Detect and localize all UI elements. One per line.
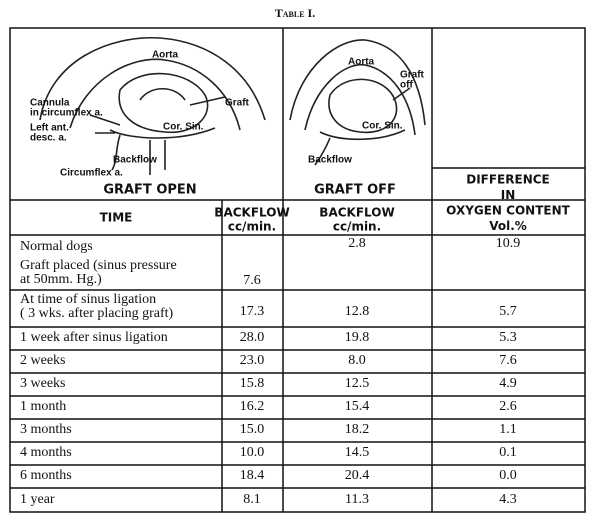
value-cell: 20.4 xyxy=(345,468,370,483)
value-cell: 10.9 xyxy=(496,236,521,251)
time-cell: 4 months xyxy=(20,445,72,460)
value-cell: 5.3 xyxy=(499,330,517,345)
value-cell: 11.3 xyxy=(345,492,369,507)
time-cell: ( 3 wks. after placing graft) xyxy=(20,306,173,321)
table-rules xyxy=(9,27,586,513)
figure-label: Graft xyxy=(225,98,250,109)
value-cell: 15.0 xyxy=(240,422,265,437)
column-header: cc/min. xyxy=(333,220,381,234)
value-cell: 12.8 xyxy=(345,304,370,319)
figure-label: Left ant. xyxy=(30,123,69,134)
value-cell: 18.4 xyxy=(240,468,265,483)
time-cell: 3 weeks xyxy=(20,376,66,391)
value-cell: 8.1 xyxy=(243,492,261,507)
figure-label: Backflow xyxy=(113,155,157,166)
time-cell: 1 week after sinus ligation xyxy=(20,330,168,345)
heart-sketch-off xyxy=(289,39,426,166)
figure-label: Cor. Sin. xyxy=(163,122,204,133)
time-cell: 3 months xyxy=(20,422,72,437)
value-cell: 23.0 xyxy=(240,353,265,368)
column-header: cc/min. xyxy=(228,220,276,234)
value-cell: 2.8 xyxy=(348,236,366,251)
value-cell: 28.0 xyxy=(240,330,265,345)
value-cell: 0.0 xyxy=(499,468,517,483)
time-cell: 1 month xyxy=(20,399,66,414)
value-cell: 8.0 xyxy=(348,353,366,368)
figure-label: desc. a. xyxy=(30,133,67,144)
value-cell: 10.0 xyxy=(240,445,265,460)
figure-label: Cannula xyxy=(30,98,70,109)
column-header: BACKFLOW xyxy=(319,206,394,220)
column-header: OXYGEN CONTENT xyxy=(446,204,570,218)
column-header: TIME xyxy=(100,211,133,225)
figure-label: Aorta xyxy=(152,50,179,61)
time-cell: at 50mm. Hg.) xyxy=(20,272,102,287)
value-cell: 2.6 xyxy=(499,399,517,414)
value-cell: 12.5 xyxy=(345,376,370,391)
value-cell: 15.8 xyxy=(240,376,265,391)
figure-label: Circumflex a. xyxy=(60,168,123,179)
value-cell: 18.2 xyxy=(345,422,370,437)
value-cell: 5.7 xyxy=(499,304,517,319)
time-cell: 1 year xyxy=(20,492,55,507)
value-cell: 0.1 xyxy=(499,445,517,460)
column-header: Vol.% xyxy=(489,219,527,233)
heart-sketch-open xyxy=(39,36,266,175)
time-cell: 2 weeks xyxy=(20,353,66,368)
column-header: IN xyxy=(501,188,516,202)
figure-label: Cor. Sin. xyxy=(362,121,403,132)
column-header: DIFFERENCE xyxy=(466,173,550,187)
figure-label: in circumflex a. xyxy=(30,108,103,119)
value-cell: 19.8 xyxy=(345,330,370,345)
time-cell: At time of sinus ligation xyxy=(20,292,156,307)
value-cell: 15.4 xyxy=(345,399,370,414)
value-cell: 14.5 xyxy=(345,445,370,460)
figure-caption: GRAFT OPEN xyxy=(103,183,196,198)
time-cell: Normal dogs xyxy=(20,239,93,254)
value-cell: 17.3 xyxy=(240,304,265,319)
time-cell: 6 months xyxy=(20,468,72,483)
column-header: BACKFLOW xyxy=(214,206,289,220)
figure-label: Aorta xyxy=(348,57,375,68)
value-cell: 4.9 xyxy=(499,376,517,391)
value-cell: 1.1 xyxy=(499,422,517,437)
table-title: Table I. xyxy=(275,6,315,20)
value-cell: 4.3 xyxy=(499,492,517,507)
figure-label: off xyxy=(400,80,413,91)
time-cell: Graft placed (sinus pressure xyxy=(20,258,177,273)
figure-caption: GRAFT OFF xyxy=(314,183,396,198)
value-cell: 7.6 xyxy=(499,353,517,368)
figure-label: Graft xyxy=(400,70,425,81)
value-cell: 16.2 xyxy=(240,399,265,414)
figure-label: Backflow xyxy=(308,155,352,166)
value-cell: 7.6 xyxy=(243,273,261,288)
